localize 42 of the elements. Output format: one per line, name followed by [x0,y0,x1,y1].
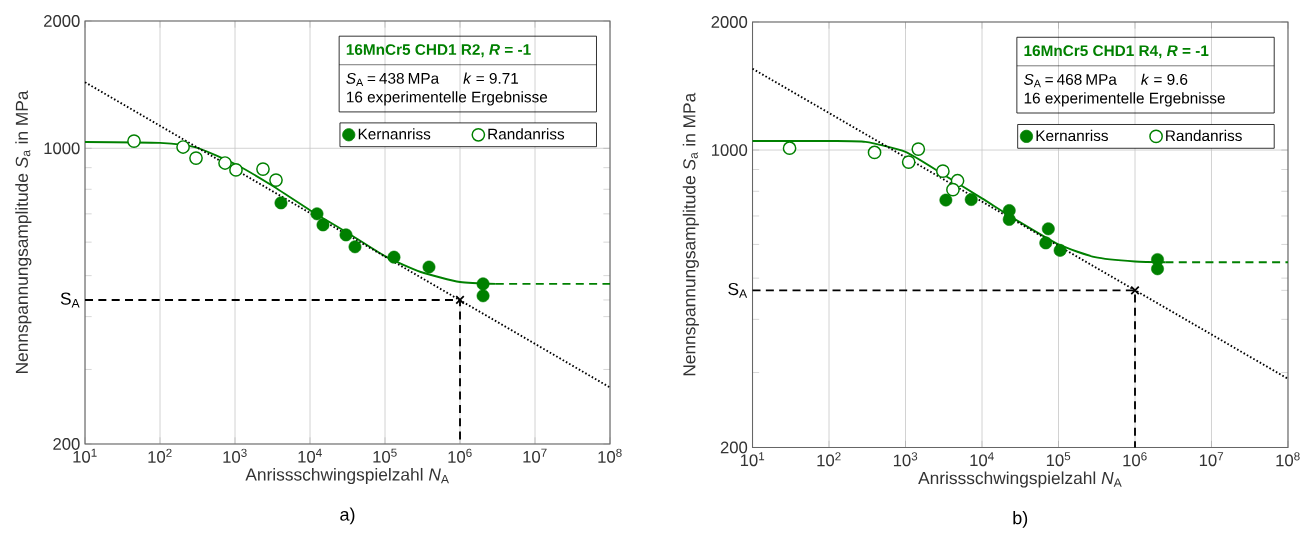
y-axis-title: Nennspannungsamplitude S$_{a}$ in MPa [682,92,699,376]
x-tick-label: 10$^{1}$ [73,448,97,463]
annotation: k = 9.6 [1141,73,1188,85]
x-tick-label: 10$^{1}$ [740,452,765,467]
y-tick-label: 200 [53,438,80,450]
x-tick-label: 10$^{7}$ [523,448,547,463]
x-tick-label: 10$^{8}$ [598,448,622,463]
x-tick-label: 10$^{6}$ [448,448,472,463]
annotation: k = 9.71 [463,72,519,84]
x-tick-label: 10$^{4}$ [298,448,322,463]
legend-title: 16MnCr5 CHD1 R2, R = -1 [346,44,531,58]
legend-title: 16MnCr5 CHD1 R4, R = -1 [1024,45,1209,59]
x-axis-title: Anrissschwingspielzahl N$_{A}$ [245,467,449,485]
x-tick-label: 10$^{3}$ [893,452,918,467]
x-tick-label: 10$^{5}$ [1046,452,1071,467]
x-tick-label: 10$^{7}$ [1199,452,1224,467]
x-tick-label: 10$^{2}$ [817,452,841,467]
y-axis-title: Nennspannungsamplitude S$_{a}$ in MPa [15,90,32,374]
text: a) [340,507,355,525]
x-tick-label: 10$^{6}$ [1123,452,1147,467]
y-tick-label: S$_{A}$ [728,282,748,298]
y-tick-label: 1000 [712,144,748,156]
annotation: 16 experimentelle Ergebnisse [1024,92,1225,107]
x-tick-label: 10$^{3}$ [223,448,247,463]
text: b) [1013,511,1028,528]
legend-label: Randanriss [488,128,565,140]
legend-label: Randanriss [1166,129,1242,142]
x-tick-label: 10$^{2}$ [148,448,172,463]
annotation: S$_{A}$ = 438 MPa [346,72,440,87]
legend-label: Kernanriss [1036,129,1108,142]
y-tick-label: 2000 [44,15,80,27]
x-tick-label: 10$^{8}$ [1276,452,1300,467]
x-tick-label: 10$^{4}$ [970,452,994,467]
annotation: S$_{A}$ = 468 MPa [1023,74,1117,88]
y-tick-label: 2000 [711,16,748,28]
x-tick-label: 10$^{5}$ [373,448,397,463]
legend-label: Kernanriss [358,128,431,140]
y-tick-label: 1000 [44,142,80,155]
x-axis-title: Anrissschwingspielzahl N$_{A}$ [918,471,1122,488]
annotation: 16 experimentelle Ergebnisse [347,91,548,106]
y-tick-label: S$_{A}$ [60,292,80,308]
y-tick-label: 200 [720,441,748,454]
